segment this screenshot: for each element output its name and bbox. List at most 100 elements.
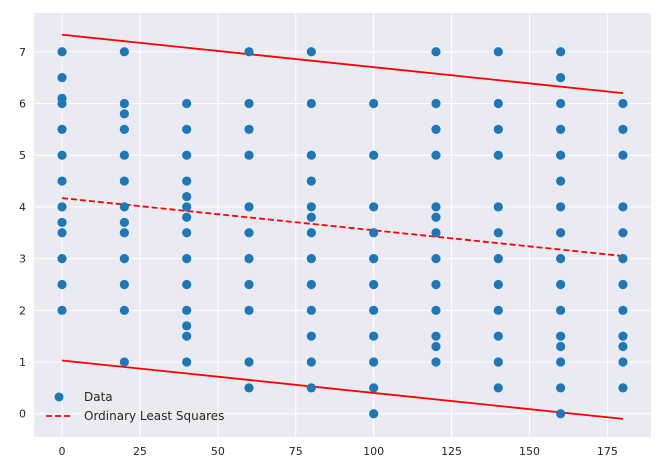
data-point [493, 202, 503, 212]
data-point [57, 176, 67, 186]
data-point [556, 357, 566, 367]
legend-data-marker [54, 392, 64, 402]
data-point [306, 228, 316, 238]
data-point [369, 98, 379, 109]
data-point [618, 98, 628, 109]
data-points [57, 47, 628, 419]
y-tick-label: 2 [19, 304, 26, 317]
x-tick-label: 50 [211, 445, 225, 458]
data-point [431, 279, 441, 290]
x-tick-label: 0 [59, 445, 66, 458]
data-point [244, 383, 254, 393]
data-point [306, 254, 316, 264]
x-tick-label: 150 [519, 445, 540, 458]
legend-label-ols: Ordinary Least Squares [84, 409, 224, 423]
plot-area-background [34, 13, 651, 437]
data-point [618, 124, 628, 134]
data-point [556, 305, 566, 315]
data-point [556, 341, 566, 352]
x-tick-label: 175 [597, 445, 618, 458]
data-point [306, 176, 316, 186]
data-point [493, 279, 503, 290]
data-point [618, 228, 628, 238]
data-point [618, 357, 628, 367]
data-point [182, 98, 192, 109]
data-point [57, 150, 67, 160]
data-point [618, 331, 628, 341]
data-point [369, 150, 379, 160]
data-point [306, 150, 316, 160]
data-point [119, 254, 129, 264]
data-point [119, 228, 129, 238]
data-point [431, 47, 441, 57]
data-point [556, 202, 566, 212]
data-point [493, 124, 503, 134]
data-point [306, 383, 316, 393]
x-tick-label: 25 [133, 445, 147, 458]
data-point [493, 150, 503, 160]
data-point [119, 98, 129, 109]
y-tick-label: 3 [19, 253, 26, 266]
data-point [57, 254, 67, 264]
data-point [119, 109, 129, 119]
data-point [493, 383, 503, 393]
data-point [57, 73, 67, 83]
data-point [119, 202, 129, 212]
data-point [119, 217, 129, 228]
data-point [306, 331, 316, 341]
data-point [119, 124, 129, 134]
x-tick-label: 100 [363, 445, 384, 458]
y-tick-label: 4 [19, 201, 26, 214]
data-point [369, 331, 379, 341]
data-point [618, 305, 628, 315]
x-tick-label: 75 [289, 445, 303, 458]
data-point [119, 279, 129, 290]
data-point [556, 47, 566, 57]
y-tick-label: 0 [19, 408, 26, 421]
data-point [556, 254, 566, 264]
y-tick-label: 7 [19, 46, 26, 59]
data-point [556, 176, 566, 186]
data-point [119, 47, 129, 57]
data-point [369, 409, 379, 419]
data-point [244, 202, 254, 212]
data-point [369, 202, 379, 212]
data-point [369, 305, 379, 315]
data-point [431, 305, 441, 315]
data-point [431, 124, 441, 134]
data-point [493, 47, 503, 57]
data-point [244, 98, 254, 109]
data-point [556, 150, 566, 160]
data-point [556, 383, 566, 393]
data-point [182, 212, 192, 222]
data-point [369, 279, 379, 290]
data-point [57, 217, 67, 228]
data-point [556, 73, 566, 83]
data-point [369, 383, 379, 393]
data-point [306, 202, 316, 212]
data-point [556, 279, 566, 290]
data-point [431, 98, 441, 109]
data-point [618, 150, 628, 160]
data-point [306, 212, 316, 222]
data-point [182, 228, 192, 238]
y-axis-tick-labels: 0 1 2 3 4 5 6 7 [19, 46, 26, 421]
data-point [57, 47, 67, 57]
data-point [493, 98, 503, 109]
data-point [182, 331, 192, 341]
data-point [493, 305, 503, 315]
data-point [431, 357, 441, 367]
ols-fit-line [61, 197, 624, 257]
data-point [306, 279, 316, 290]
data-point [493, 357, 503, 367]
data-point [493, 228, 503, 238]
data-point [182, 254, 192, 264]
data-point [244, 150, 254, 160]
fit-lines [61, 33, 624, 420]
legend: Data Ordinary Least Squares [46, 390, 224, 423]
data-point [431, 202, 441, 212]
grid-lines [34, 13, 651, 437]
data-point [556, 124, 566, 134]
data-point [306, 47, 316, 57]
data-point [431, 212, 441, 222]
